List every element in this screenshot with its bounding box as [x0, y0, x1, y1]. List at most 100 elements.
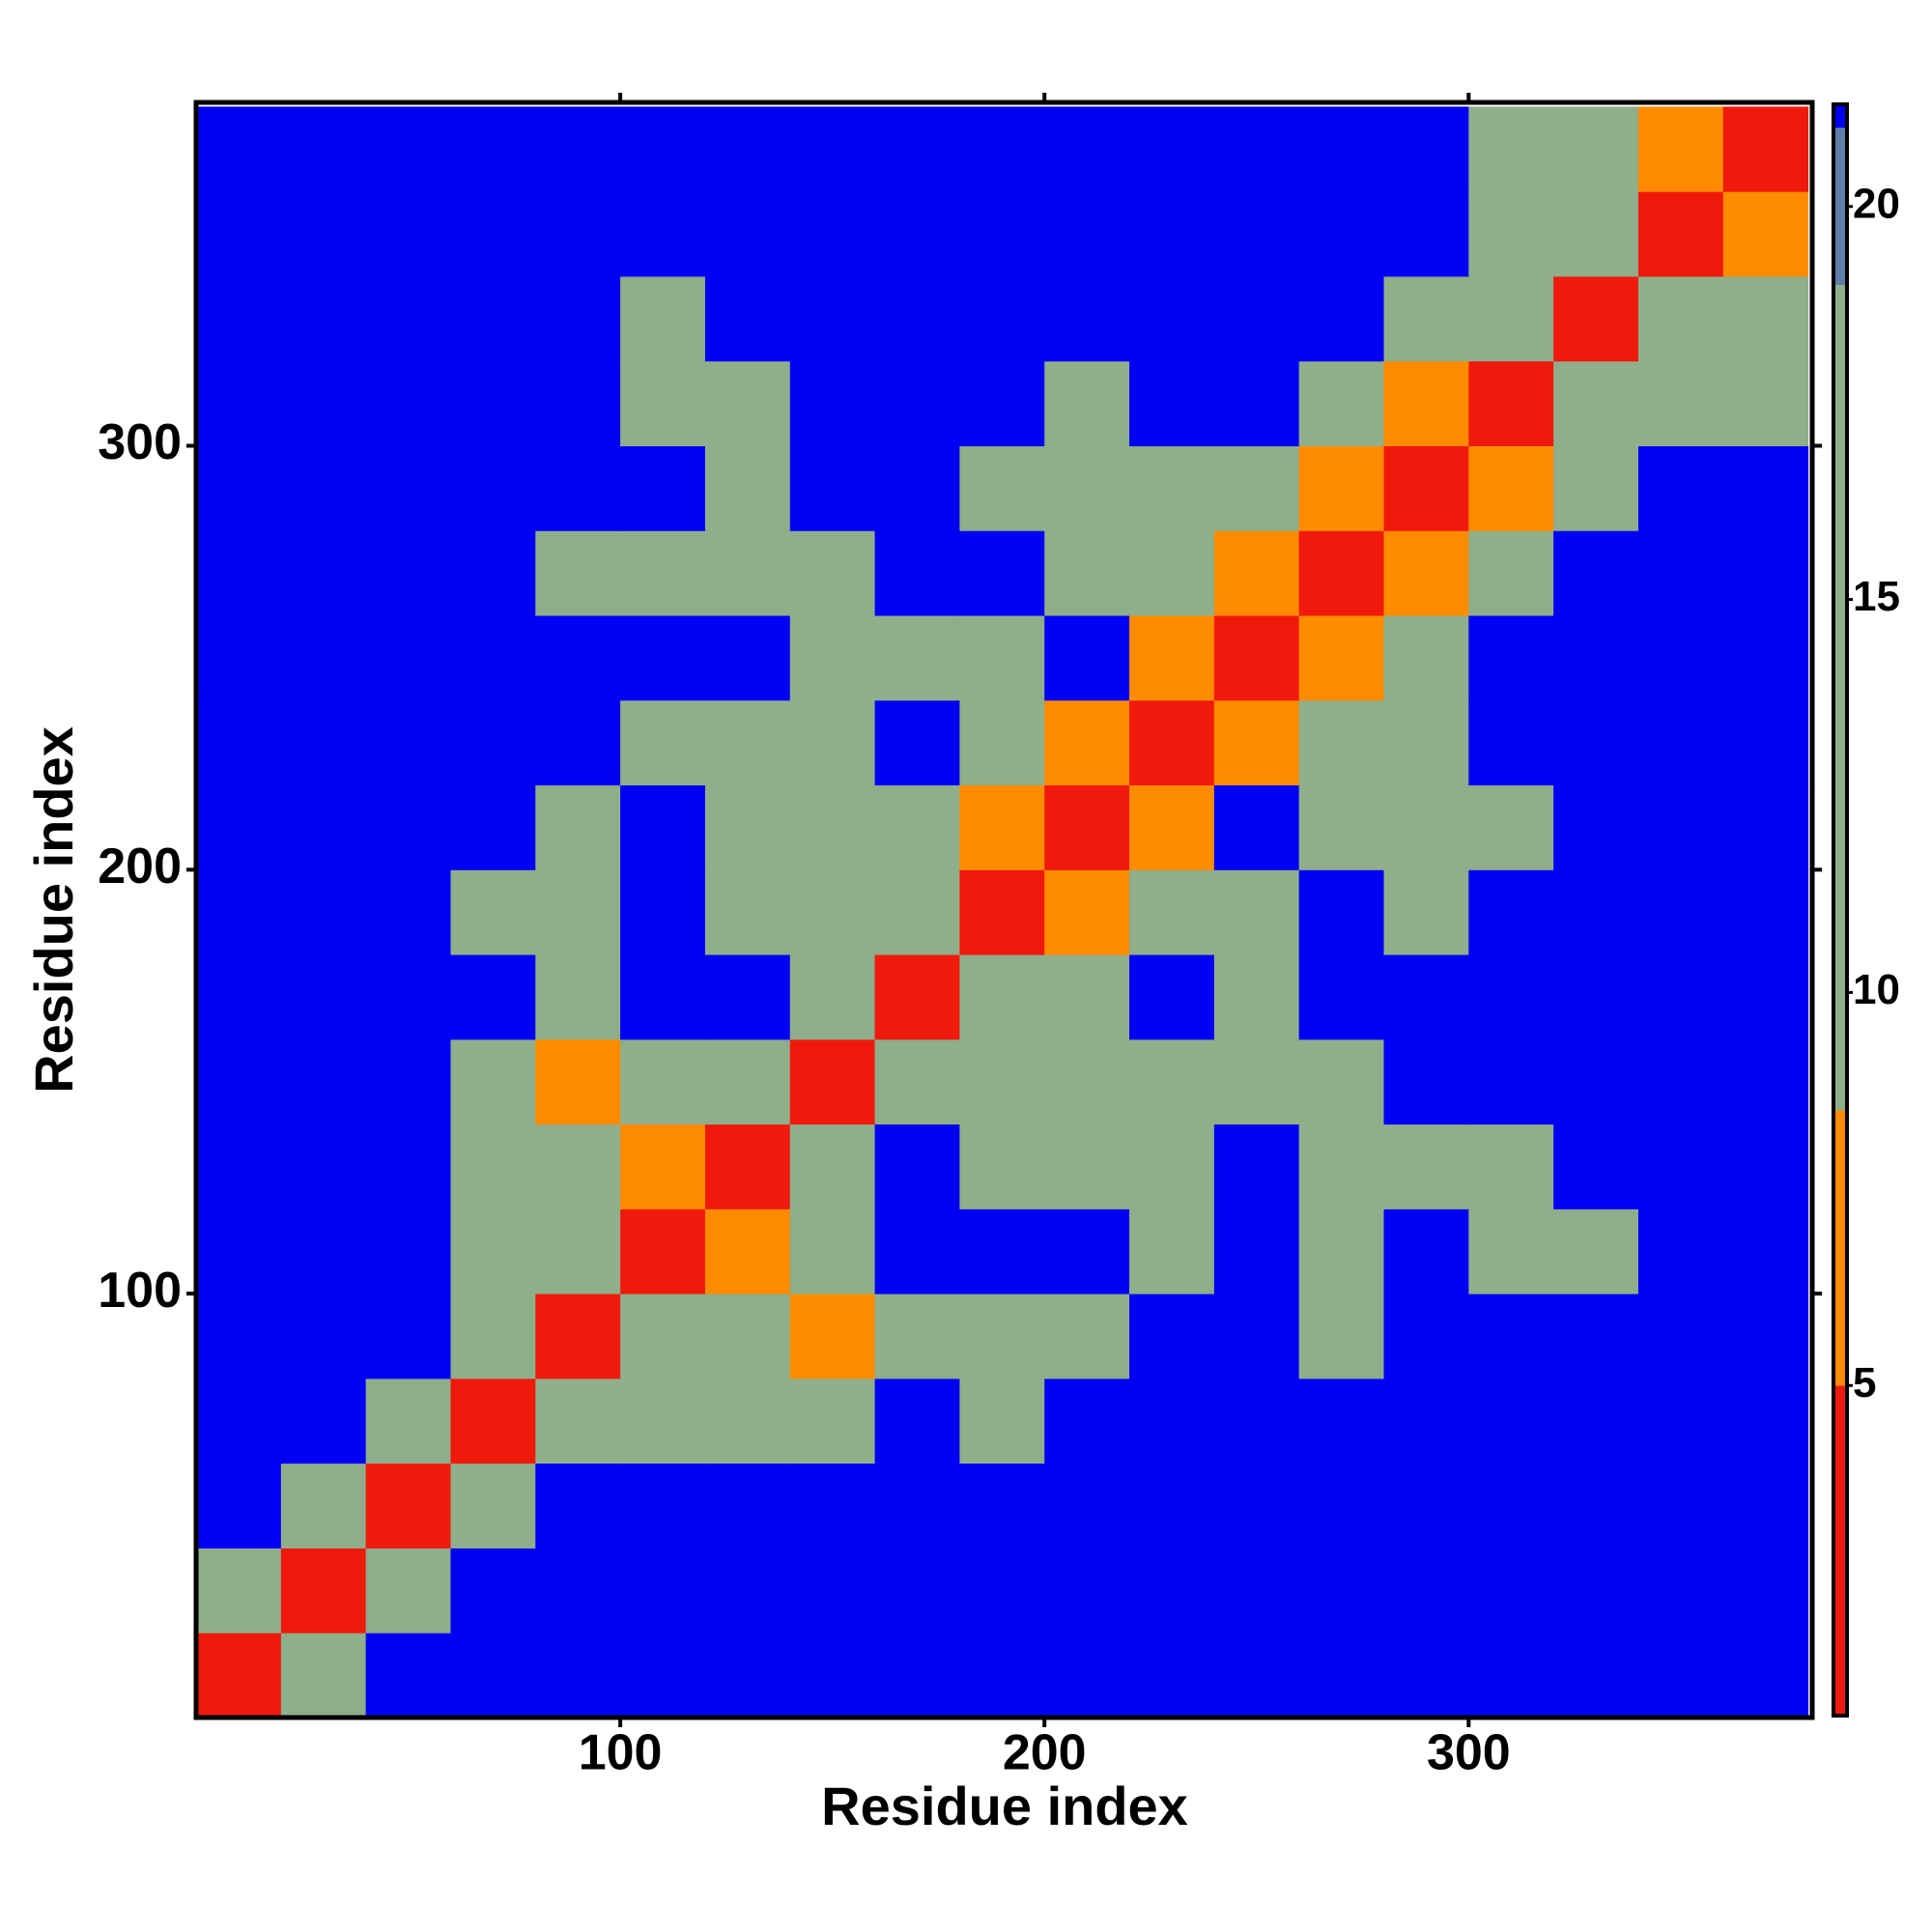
heatmap-cell	[1044, 191, 1130, 277]
heatmap-cell	[874, 1208, 960, 1294]
heatmap-cell	[1722, 1123, 1809, 1209]
heatmap-cell	[789, 1293, 876, 1379]
heatmap-cell	[1044, 445, 1130, 531]
heatmap-cell	[789, 106, 876, 192]
heatmap-cell	[1468, 1038, 1554, 1125]
heatmap-cell	[450, 1633, 536, 1719]
heatmap-cell	[704, 1038, 791, 1125]
heatmap-cell	[1383, 954, 1469, 1040]
heatmap-cell	[280, 1293, 367, 1379]
heatmap-cell	[1468, 445, 1554, 531]
heatmap-cell	[1129, 191, 1215, 277]
heatmap-cell	[1213, 191, 1300, 277]
heatmap-cell	[280, 1123, 367, 1209]
heatmap-cell	[874, 869, 960, 955]
heatmap-cell	[1722, 699, 1809, 786]
heatmap-cell	[365, 530, 451, 616]
heatmap-cell	[196, 530, 282, 616]
heatmap-cell	[1553, 360, 1639, 446]
plot-frame	[193, 99, 1815, 1720]
heatmap-cell	[1468, 360, 1554, 446]
heatmap-cell	[874, 1633, 960, 1719]
heatmap-cell	[280, 784, 367, 870]
heatmap-cell	[1637, 869, 1724, 955]
heatmap-cell	[450, 1378, 536, 1464]
heatmap-cell	[620, 869, 706, 955]
heatmap-cell	[280, 699, 367, 786]
heatmap-cell	[1129, 699, 1215, 786]
heatmap-cell	[1213, 1038, 1300, 1125]
heatmap-cell	[874, 1123, 960, 1209]
heatmap-cell	[365, 1633, 451, 1719]
heatmap-cell	[1383, 191, 1469, 277]
heatmap-cell	[1637, 1378, 1724, 1464]
heatmap-cell	[1637, 1208, 1724, 1294]
heatmap-cell	[1044, 954, 1130, 1040]
heatmap-cell	[1213, 530, 1300, 616]
heatmap-cell	[620, 1038, 706, 1125]
heatmap-cell	[365, 954, 451, 1040]
y-tick-label: 100	[98, 1263, 182, 1319]
x-tick-label: 300	[1427, 1725, 1511, 1781]
heatmap-cell	[196, 191, 282, 277]
heatmap-cell	[280, 1208, 367, 1294]
heatmap-cell	[789, 615, 876, 701]
heatmap-cell	[365, 784, 451, 870]
heatmap-cell	[789, 530, 876, 616]
heatmap-cell	[704, 275, 791, 362]
heatmap-cell	[535, 1123, 621, 1209]
heatmap-cell	[450, 1208, 536, 1294]
heatmap-cell	[620, 954, 706, 1040]
heatmap-cell	[1468, 1633, 1554, 1719]
x-tick-label: 100	[579, 1725, 663, 1781]
heatmap-cell	[365, 1548, 451, 1634]
heatmap-cell	[196, 275, 282, 362]
heatmap-cell	[1213, 106, 1300, 192]
heatmap-cell	[874, 1463, 960, 1548]
heatmap-cell	[280, 1378, 367, 1464]
heatmap-cell	[1213, 1378, 1300, 1464]
heatmap-cells	[196, 106, 1809, 1719]
heatmap-cell	[1383, 1548, 1469, 1634]
heatmap-cell	[1129, 784, 1215, 870]
heatmap-cell	[196, 445, 282, 531]
heatmap-cell	[535, 191, 621, 277]
heatmap-cell	[1553, 869, 1639, 955]
colorbar: 5 10 15 20	[1832, 102, 1900, 1718]
heatmap-cell	[365, 1293, 451, 1379]
heatmap-cell	[535, 530, 621, 616]
heatmap-cell	[535, 1208, 621, 1294]
heatmap-cell	[280, 530, 367, 616]
heatmap-cell	[1044, 1208, 1130, 1294]
heatmap-cell	[1722, 954, 1809, 1040]
heatmap-cell	[1468, 275, 1554, 362]
heatmap-cell	[874, 784, 960, 870]
heatmap-cell	[196, 954, 282, 1040]
heatmap-cell	[1383, 699, 1469, 786]
heatmap-cell	[874, 191, 960, 277]
heatmap-cell	[365, 1123, 451, 1209]
heatmap-cell	[535, 954, 621, 1040]
heatmap-cell	[704, 360, 791, 446]
heatmap-cell	[450, 1123, 536, 1209]
heatmap-cell	[1468, 1463, 1554, 1548]
colorbar-tick-label: 5	[1853, 1359, 1876, 1406]
heatmap-cell	[704, 1378, 791, 1464]
heatmap-cell	[1553, 1378, 1639, 1464]
heatmap-cell	[1383, 1463, 1469, 1548]
heatmap-cell	[1044, 1548, 1130, 1634]
heatmap-cell	[1637, 784, 1724, 870]
heatmap-cell	[196, 1208, 282, 1294]
heatmap-cell	[1044, 1293, 1130, 1379]
heatmap-cell	[1298, 1208, 1385, 1294]
heatmap-cell	[365, 1038, 451, 1125]
heatmap-cell	[280, 1548, 367, 1634]
heatmap-cell	[959, 615, 1045, 701]
heatmap-cell	[280, 106, 367, 192]
heatmap-cell	[874, 954, 960, 1040]
heatmap-cell	[1383, 360, 1469, 446]
heatmap-cell	[450, 1038, 536, 1125]
heatmap-cell	[789, 954, 876, 1040]
heatmap-cell	[620, 106, 706, 192]
